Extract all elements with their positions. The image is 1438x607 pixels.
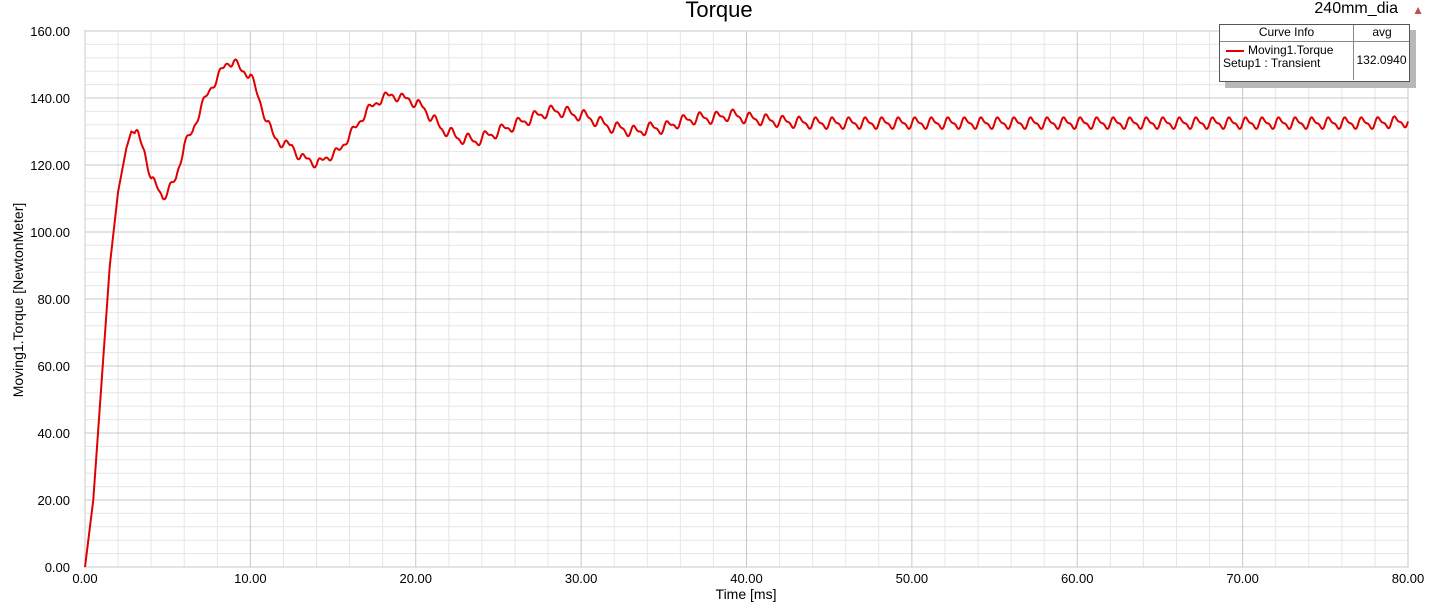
x-tick-label: 0.00	[72, 571, 97, 586]
legend-body: Moving1.Torque Setup1 : Transient 132.09…	[1220, 42, 1409, 81]
x-axis-label: Time [ms]	[715, 586, 777, 602]
x-tick-label: 40.00	[730, 571, 763, 586]
y-tick-label: 100.00	[30, 225, 70, 240]
chart-title: Torque	[685, 0, 753, 22]
y-tick-labels: 0.00 20.00 40.00 60.00 80.00 100.00 120.00 140.…	[30, 24, 70, 575]
legend-col-curve-info: Curve Info	[1258, 25, 1315, 39]
y-tick-label: 80.00	[37, 292, 70, 307]
x-tick-labels: 0.00 10.00 20.00 30.00 40.00 50.00 60.00 70.00 8…	[72, 571, 1424, 586]
y-tick-label: 20.00	[37, 493, 70, 508]
legend-box[interactable]: Curve Info avg Moving1.Torque Setup1 : T…	[1219, 24, 1410, 82]
design-warning-icon[interactable]: ▲	[1412, 3, 1424, 17]
legend-curve-name: Moving1.Torque	[1248, 43, 1334, 57]
y-tick-label: 60.00	[37, 359, 70, 374]
x-tick-label: 50.00	[896, 571, 929, 586]
legend-swatch	[1226, 50, 1244, 52]
y-tick-label: 0.00	[45, 560, 70, 575]
legend-header: Curve Info avg	[1220, 25, 1409, 42]
y-tick-label: 120.00	[30, 158, 70, 173]
x-tick-label: 70.00	[1226, 571, 1259, 586]
y-axis-label: Moving1.Torque [NewtonMeter]	[10, 202, 26, 398]
x-tick-label: 80.00	[1392, 571, 1425, 586]
y-tick-label: 40.00	[37, 426, 70, 441]
x-tick-label: 10.00	[234, 571, 267, 586]
legend-avg-value: 132.0940	[1353, 42, 1409, 80]
x-tick-label: 20.00	[399, 571, 432, 586]
y-tick-label: 140.00	[30, 91, 70, 106]
legend-col-avg: avg	[1353, 25, 1410, 41]
x-tick-label: 60.00	[1061, 571, 1094, 586]
legend-setup: Setup1 : Transient	[1223, 56, 1321, 70]
torque-curve	[84, 58, 1409, 568]
y-tick-label: 160.00	[30, 24, 70, 39]
x-tick-label: 30.00	[565, 571, 598, 586]
design-name: 240mm_dia	[1314, 0, 1398, 17]
